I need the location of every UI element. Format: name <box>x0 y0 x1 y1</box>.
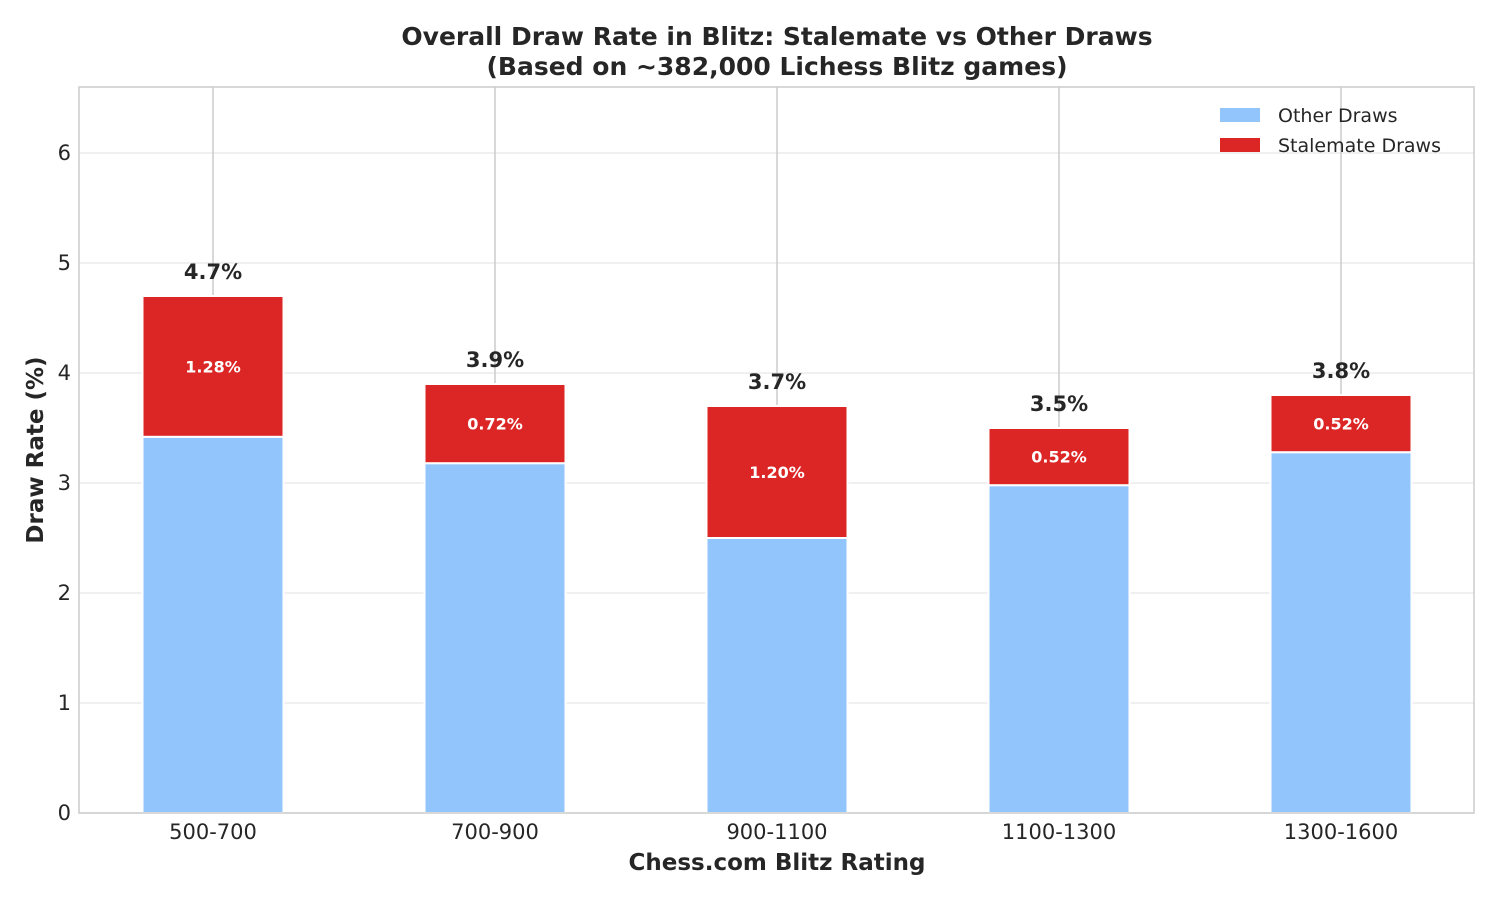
y-tick-label: 5 <box>58 251 71 275</box>
bar-other-draws <box>705 537 849 814</box>
total-value-label: 3.5% <box>1030 392 1088 416</box>
x-tick-label: 700-900 <box>451 820 539 844</box>
legend-swatch <box>1220 138 1260 152</box>
y-tick-label: 0 <box>58 801 71 825</box>
x-tick-label: 500-700 <box>169 820 257 844</box>
x-tick-label: 1300-1600 <box>1284 820 1398 844</box>
total-value-label: 3.8% <box>1312 359 1370 383</box>
x-tick-label: 900-1100 <box>726 820 827 844</box>
legend-label: Other Draws <box>1278 105 1398 127</box>
bar-stalemate-draws <box>141 295 285 438</box>
stalemate-value-label: 0.72% <box>467 415 523 434</box>
bar-other-draws <box>423 462 567 814</box>
x-tick-label: 1100-1300 <box>1002 820 1116 844</box>
y-tick-label: 4 <box>58 361 71 385</box>
stalemate-value-label: 0.52% <box>1313 415 1369 434</box>
stalemate-value-label: 0.52% <box>1031 448 1087 467</box>
bar-stalemate-draws <box>705 405 849 539</box>
y-tick-label: 2 <box>58 581 71 605</box>
total-value-label: 4.7% <box>184 260 242 284</box>
bar-stalemate-draws <box>423 383 567 465</box>
y-tick-label: 3 <box>58 471 71 495</box>
legend: Other Draws Stalemate Draws <box>1220 105 1441 157</box>
legend-swatch <box>1220 108 1260 122</box>
x-axis-label: Chess.com Blitz Rating <box>628 850 925 876</box>
chart-subtitle: (Based on ~382,000 Lichess Blitz games) <box>487 52 1068 81</box>
stalemate-value-label: 1.28% <box>185 357 241 376</box>
bar-stalemate-draws <box>987 427 1131 487</box>
total-value-label: 3.9% <box>466 348 524 372</box>
bar-other-draws <box>141 435 285 814</box>
y-axis-label: Draw Rate (%) <box>23 356 49 543</box>
y-tick-label: 6 <box>58 141 71 165</box>
y-tick-label: 1 <box>58 691 71 715</box>
legend-label: Stalemate Draws <box>1278 135 1441 157</box>
bar-other-draws <box>1269 451 1413 814</box>
stalemate-value-label: 1.20% <box>749 463 805 482</box>
bar-stalemate-draws <box>1269 394 1413 454</box>
bar-other-draws <box>987 484 1131 814</box>
chart-title: Overall Draw Rate in Blitz: Stalemate vs… <box>401 22 1152 51</box>
plot-frame <box>78 86 1475 814</box>
total-value-label: 3.7% <box>748 370 806 394</box>
